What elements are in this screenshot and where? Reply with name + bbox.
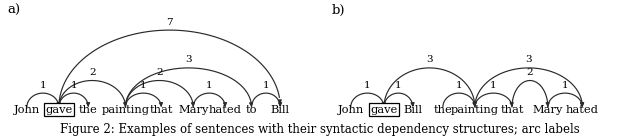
Text: John: John [337, 105, 364, 115]
Text: the: the [433, 105, 452, 115]
Text: 1: 1 [140, 81, 147, 90]
Text: John: John [13, 105, 40, 115]
Text: Mary: Mary [532, 105, 563, 115]
Text: 1: 1 [562, 81, 568, 90]
Text: 1: 1 [456, 81, 462, 90]
Text: gave: gave [45, 105, 72, 115]
Text: that: that [150, 105, 173, 115]
Text: painting: painting [451, 105, 499, 115]
Text: painting: painting [101, 105, 150, 115]
Text: 3: 3 [525, 55, 532, 64]
Text: 3: 3 [426, 55, 433, 64]
Text: 1: 1 [206, 81, 212, 90]
Text: 1: 1 [490, 81, 497, 90]
Text: 7: 7 [166, 18, 173, 27]
Text: 1: 1 [395, 81, 402, 90]
Text: 1: 1 [70, 81, 77, 90]
Text: the: the [79, 105, 98, 115]
Text: 2: 2 [527, 68, 533, 77]
Text: that: that [500, 105, 524, 115]
Text: hated: hated [566, 105, 599, 115]
Text: b): b) [332, 4, 345, 17]
Text: hated: hated [209, 105, 242, 115]
Text: 1: 1 [262, 81, 269, 90]
Text: 3: 3 [185, 55, 192, 64]
Text: 2: 2 [156, 68, 163, 77]
Text: Figure 2: Examples of sentences with their syntactic dependency structures; arc : Figure 2: Examples of sentences with the… [60, 123, 580, 136]
Text: Mary: Mary [178, 105, 209, 115]
Text: 2: 2 [89, 68, 95, 77]
Text: Bill: Bill [271, 105, 290, 115]
Text: gave: gave [371, 105, 397, 115]
Text: to: to [246, 105, 257, 115]
Text: a): a) [8, 4, 21, 17]
Text: Bill: Bill [403, 105, 422, 115]
Text: 1: 1 [40, 81, 46, 90]
Text: 1: 1 [364, 81, 371, 90]
